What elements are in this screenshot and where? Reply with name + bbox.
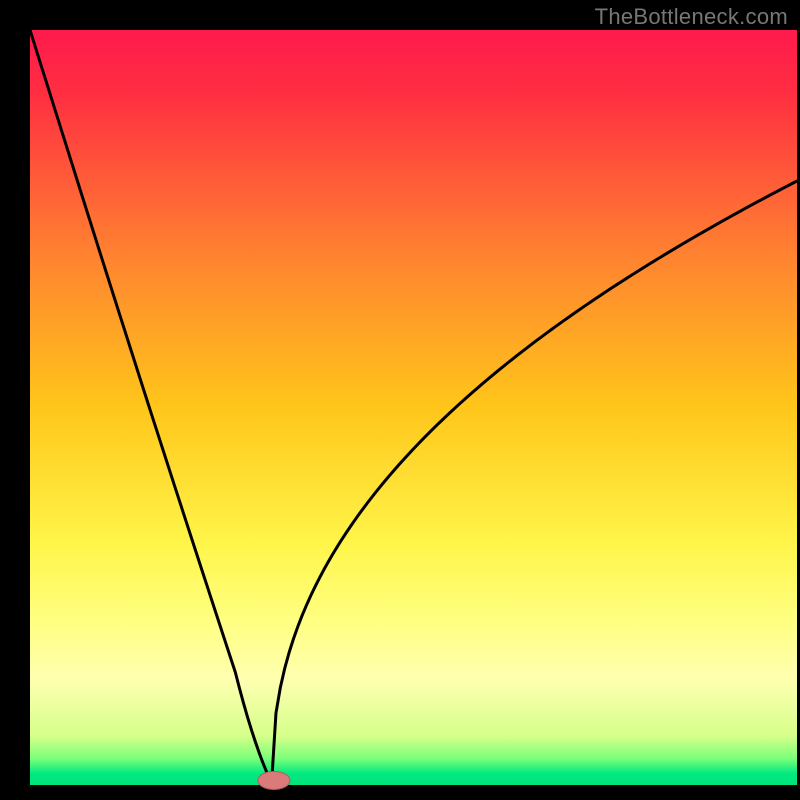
watermark-text: TheBottleneck.com — [595, 4, 788, 30]
optimal-point-marker — [258, 771, 290, 789]
bottleneck-chart — [0, 0, 800, 800]
plot-gradient-background — [30, 30, 797, 785]
